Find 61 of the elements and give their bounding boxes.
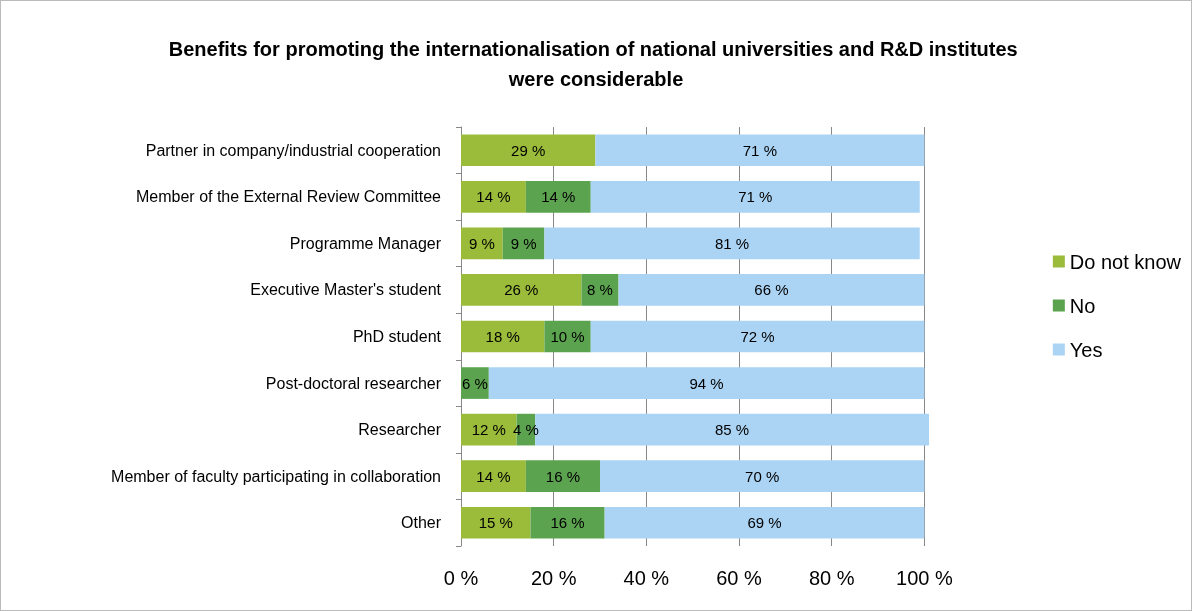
y-tick-label: Partner in company/industrial cooperation bbox=[145, 141, 441, 159]
y-tick-label: Programme Manager bbox=[289, 234, 442, 252]
data-label: 16 % bbox=[545, 467, 581, 485]
y-tick-label: Member of the External Review Committee bbox=[136, 188, 442, 206]
x-tick-label: 60 % bbox=[716, 567, 763, 589]
bar bbox=[604, 506, 925, 539]
bar bbox=[461, 320, 545, 353]
data-label: 70 % bbox=[745, 467, 780, 485]
y-tick-label: Executive Master's student bbox=[250, 281, 442, 299]
chart-title: Benefits for promoting the internationalisation of national universities and R&D institutes were considerable bbox=[168, 38, 1024, 90]
legend-label: No bbox=[1069, 294, 1096, 317]
data-label: 9 % bbox=[510, 234, 537, 252]
bar bbox=[595, 134, 925, 167]
data-label: 71 % bbox=[742, 141, 777, 159]
x-tick-label: 20 % bbox=[530, 567, 577, 589]
y-tick-label: Other bbox=[400, 514, 442, 532]
data-label: 69 % bbox=[747, 514, 782, 532]
bar bbox=[461, 181, 526, 213]
data-label: 8 % bbox=[587, 281, 613, 299]
data-label: 29 % bbox=[511, 141, 546, 159]
bar bbox=[600, 460, 925, 492]
data-label: 15 % bbox=[478, 514, 513, 532]
data-label: 16 % bbox=[550, 514, 585, 532]
data-label: 6 % bbox=[461, 374, 488, 392]
data-label: 18 % bbox=[485, 328, 520, 345]
bar bbox=[461, 460, 526, 492]
x-tick-label: 40 % bbox=[623, 567, 670, 589]
data-label: 81 % bbox=[714, 234, 750, 252]
data-label: 66 % bbox=[754, 281, 789, 299]
y-tick-label: PhD student bbox=[352, 328, 442, 345]
data-label: 26 % bbox=[504, 281, 539, 299]
bar bbox=[530, 506, 605, 539]
bar bbox=[461, 274, 582, 306]
data-label: 71 % bbox=[738, 188, 773, 206]
y-tick-label: Researcher bbox=[358, 421, 442, 439]
data-label: 14 % bbox=[541, 188, 576, 206]
data-label: 9 % bbox=[468, 234, 495, 252]
y-tick-label: Post-doctoral researcher bbox=[265, 374, 442, 392]
data-label: 14 % bbox=[476, 188, 511, 206]
data-label: 72 % bbox=[740, 328, 775, 345]
data-label: 14 % bbox=[476, 467, 511, 485]
legend-label: Yes bbox=[1069, 338, 1103, 361]
bar bbox=[581, 274, 619, 306]
x-tick-label: 0 % bbox=[443, 567, 479, 589]
data-label: 12 % bbox=[471, 421, 506, 439]
bar bbox=[590, 181, 920, 213]
data-label: 10 % bbox=[550, 328, 585, 345]
bar bbox=[461, 506, 531, 539]
y-tick-label: Member of faculty participating in collaboration bbox=[111, 467, 441, 485]
bar bbox=[461, 134, 596, 167]
bar bbox=[590, 320, 925, 353]
legend-label: Do not know bbox=[1069, 250, 1182, 273]
x-tick-label: 100 % bbox=[896, 567, 953, 589]
bar bbox=[525, 460, 601, 492]
data-label: 94 % bbox=[689, 374, 724, 392]
bar bbox=[488, 367, 925, 399]
data-label: 85 % bbox=[714, 421, 750, 439]
bar bbox=[618, 274, 925, 306]
x-tick-label: 80 % bbox=[808, 567, 855, 589]
bar bbox=[544, 227, 920, 260]
bar bbox=[525, 181, 591, 213]
